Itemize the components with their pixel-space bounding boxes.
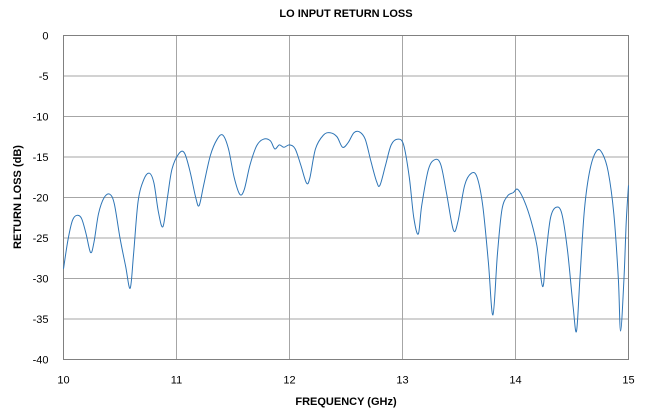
y-axis-label: RETURN LOSS (dB) (12, 145, 24, 249)
x-tick-label: 12 (283, 375, 295, 387)
gridlines (63, 35, 629, 360)
y-tick-label: -25 (33, 233, 49, 245)
y-tick-label: -10 (33, 112, 49, 124)
y-tick-label: -20 (33, 193, 49, 205)
chart-title: LO INPUT RETURN LOSS (279, 8, 412, 20)
x-tick-label: 15 (622, 375, 634, 387)
return-loss-line (63, 130, 629, 333)
y-tick-label: -30 (33, 274, 49, 286)
tick-labels: 10 11 12 13 14 15 0 -5 -10 -15 -20 -25 -30 -35 -40 (33, 31, 635, 387)
y-tick-label: 0 (42, 31, 48, 43)
x-tick-label: 10 (57, 375, 69, 387)
x-tick-label: 14 (509, 375, 521, 387)
y-tick-label: -40 (33, 355, 49, 367)
x-tick-label: 13 (396, 375, 408, 387)
plot-area-frame (63, 35, 629, 360)
x-tick-label: 11 (171, 375, 182, 387)
y-tick-label: -5 (39, 71, 49, 83)
y-tick-label: -35 (33, 314, 49, 326)
y-tick-label: -15 (33, 152, 49, 164)
x-axis-label: FREQUENCY (GHz) (295, 396, 397, 408)
series-layer (63, 130, 629, 333)
